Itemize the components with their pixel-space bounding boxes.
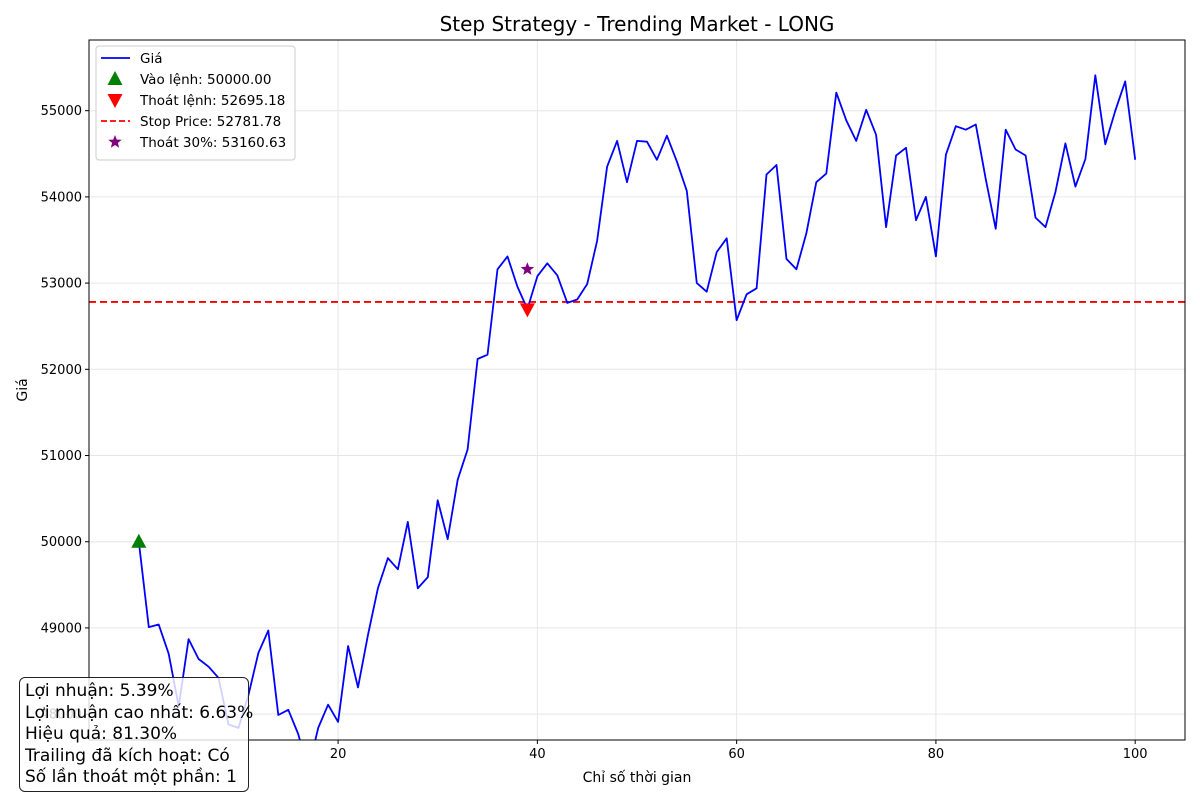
legend-stop-price-label: Stop Price: 52781.78 bbox=[140, 114, 281, 130]
y-tick-label: 49000 bbox=[41, 621, 82, 636]
legend-price-label: Giá bbox=[140, 51, 163, 67]
x-tick-label: 60 bbox=[728, 747, 745, 762]
legend: Giá Vào lệnh: 50000.00 Thoát lệnh: 52695.1… bbox=[95, 45, 296, 161]
triangle-up-marker bbox=[131, 533, 147, 548]
legend-exit-swatch bbox=[107, 94, 123, 108]
x-tick-label: 40 bbox=[529, 747, 546, 762]
grid bbox=[89, 40, 1185, 740]
y-axis-label: Giá bbox=[15, 378, 31, 401]
triangle-down-marker bbox=[519, 303, 535, 318]
y-tick-label: 52000 bbox=[41, 363, 82, 378]
y-tick-label: 55000 bbox=[41, 104, 82, 119]
plot-frame bbox=[88, 39, 1186, 741]
trailing-status-text: Trailing đã kích hoạt: Có bbox=[25, 745, 230, 766]
y-tick-label: 54000 bbox=[41, 190, 82, 205]
y-tick-label: 53000 bbox=[41, 277, 82, 292]
legend-entry-label: Vào lệnh: 50000.00 bbox=[140, 72, 271, 88]
legend-entry-swatch bbox=[107, 71, 123, 85]
legend-exit-label: Thoát lệnh: 52695.18 bbox=[139, 93, 285, 109]
y-tick-label: 50000 bbox=[41, 535, 82, 550]
x-tick-label: 100 bbox=[1123, 747, 1148, 762]
legend-partial-exit-swatch bbox=[108, 135, 122, 148]
plot-area bbox=[89, 74, 1185, 740]
x-tick-label: 20 bbox=[330, 747, 347, 762]
legend-box bbox=[95, 45, 296, 161]
price-series-line bbox=[137, 74, 1137, 740]
x-tick-label: 80 bbox=[928, 747, 945, 762]
stats-info-box: Lợi nhuận: 5.39% Lợi nhuận cao nhất: 6.6… bbox=[19, 677, 254, 792]
y-tick-label: 51000 bbox=[41, 449, 82, 464]
legend-partial-exit-label: Thoát 30%: 53160.63 bbox=[139, 135, 286, 151]
profit-text: Lợi nhuận: 5.39% bbox=[25, 681, 174, 701]
x-axis-label: Chỉ số thời gian bbox=[583, 769, 692, 786]
partial-exit-count-text: Số lần thoát một phần: 1 bbox=[25, 767, 237, 787]
efficiency-text: Hiệu quả: 81.30% bbox=[25, 724, 178, 744]
star-marker bbox=[520, 262, 535, 275]
axis-ticks: 2040608010048000490005000051000520005300… bbox=[41, 104, 1148, 762]
max-profit-text: Lợi nhuận cao nhất: 6.63% bbox=[25, 702, 254, 723]
chart-title: Step Strategy - Trending Market - LONG bbox=[440, 12, 835, 36]
